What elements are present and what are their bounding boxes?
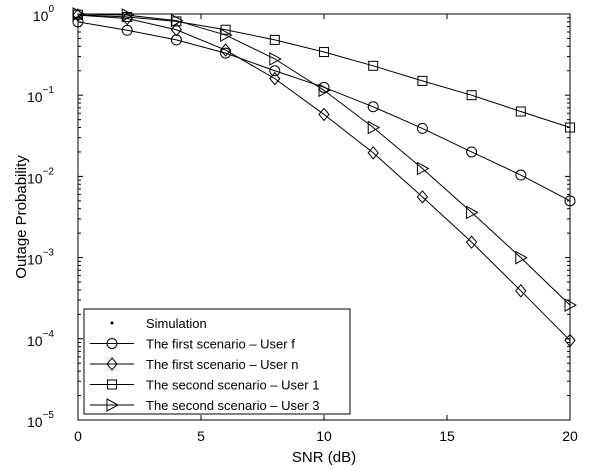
x-tick-label: 10 [316,428,332,444]
data-point-diamond [367,146,379,160]
data-point-diamond [269,71,281,86]
legend-entry: The second scenario – User 3 [90,398,319,413]
data-point-circle [269,65,281,77]
data-point-square [368,60,379,71]
x-tick-label: 20 [562,428,578,444]
legend-marker-circle [106,338,118,349]
legend-marker-diamond [106,357,118,371]
legend-marker-square [107,379,117,390]
data-point-triangle-right [170,13,184,28]
x-tick-label: 0 [74,428,82,444]
data-point-square [515,106,526,117]
series-line-diamond [77,14,571,341]
legend: Simulation The first scenario – User f The… [83,308,351,415]
y-tick-label: 10−1 [27,85,54,105]
ticks-layer: 0 5 10 15 20 10−5 10−4 10−3 10−2 10−1 100 [27,4,578,444]
y-tick-label: 10−4 [27,329,54,349]
data-point-circle [121,24,133,36]
legend-entry: The second scenario – User 1 [90,378,319,393]
data-point-diamond [170,22,183,37]
data-point-square [466,90,477,101]
data-point-circle [466,146,478,158]
legend-label: Simulation [146,316,207,331]
series-square [73,9,575,133]
data-point-triangle-right [367,120,381,135]
data-point-circle [170,34,182,46]
data-point-circle [515,169,527,181]
legend-entry: The first scenario – User n [90,357,298,372]
series-line-square [77,14,571,128]
data-point-triangle-right [269,52,282,66]
data-point-diamond [465,235,478,249]
legend-label: The second scenario – User 3 [146,398,319,413]
data-point-circle [416,122,428,134]
data-point-triangle-right [318,83,332,98]
legend-marker-triangle-right [106,398,120,412]
legend-label: The second scenario – User 1 [146,378,319,393]
legend-entry: Simulation [110,316,207,331]
y-axis-label: Outage Probability [13,155,30,279]
data-point-diamond [515,284,527,298]
data-point-diamond [416,190,429,204]
y-tick-label: 100 [33,4,55,24]
data-point-triangle-right [515,250,528,265]
data-point-diamond [318,107,330,122]
series-layer [72,7,578,348]
data-point-square [269,34,280,45]
y-tick-label: 10−3 [27,248,54,268]
data-point-diamond [219,43,232,57]
data-point-circle [367,101,379,113]
legend-box [83,308,351,415]
data-point-triangle-right [466,205,479,220]
legend-entry: The first scenario – User f [90,337,295,352]
data-point-triangle-right [121,8,135,22]
y-tick-label: 10−5 [27,410,54,430]
x-tick-label: 15 [439,428,455,444]
data-point-square [417,75,428,86]
legend-marker-dot [110,321,114,325]
y-tick-label: 10−2 [27,166,54,186]
data-point-triangle-right [220,28,233,42]
legend-label: The first scenario – User n [146,357,298,372]
series-line-triangle-right [77,13,571,306]
x-tick-label: 5 [197,428,205,444]
legend-label: The first scenario – User f [146,337,295,352]
x-axis-label: SNR (dB) [292,449,356,466]
data-point-triangle-right [416,161,430,176]
data-point-square [319,47,329,58]
